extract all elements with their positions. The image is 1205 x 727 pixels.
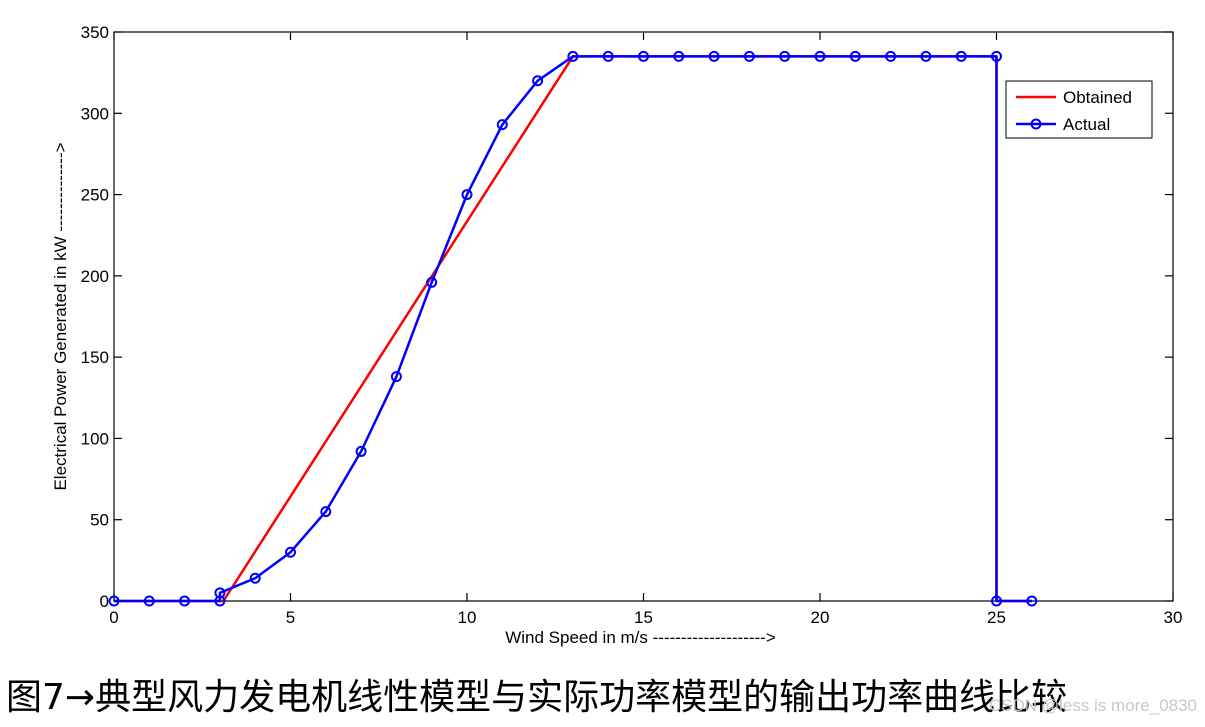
y-tick-label: 250 [81,186,109,205]
data-point-actual [955,50,967,62]
data-point-actual [108,595,120,607]
data-point-actual [567,50,579,62]
y-tick-label: 100 [81,429,109,448]
x-axis-label: Wind Speed in m/s --------------------> [505,628,776,647]
data-point-actual [390,371,402,383]
x-tick-label: 5 [286,608,295,627]
y-tick-label: 150 [81,348,109,367]
data-point-actual [602,50,614,62]
data-point-actual [179,595,191,607]
data-point-actual [426,276,438,288]
legend-box [1005,80,1153,139]
data-point-actual [496,119,508,131]
legend-label: Actual [1063,115,1110,134]
data-point-actual [638,50,649,62]
x-tick-label: 10 [458,608,477,627]
data-point-actual [143,595,155,607]
y-axis-label: Electrical Power Generated in kW -------… [51,142,70,490]
data-point-actual [991,595,1002,607]
series-layer [108,50,1038,607]
data-point-actual [320,506,332,518]
series-line-actual [114,55,1032,603]
data-point-actual [673,50,685,62]
data-point-actual [355,445,367,457]
data-point-actual [779,50,791,62]
figure-caption: 图7→典型风力发电机线性模型与实际功率模型的输出功率曲线比较 [6,677,1068,718]
y-tick-label: 200 [81,267,109,286]
data-point-actual [214,587,226,599]
legend-label: Obtained [1063,88,1132,107]
data-point-actual [532,75,544,87]
data-point-actual [249,572,261,584]
data-point-actual [991,50,1002,62]
data-point-actual [285,546,296,558]
data-point-actual [708,50,720,62]
x-tick-label: 0 [109,608,118,627]
data-point-actual [814,50,826,62]
x-tick-label: 30 [1164,608,1183,627]
x-tick-label: 15 [634,608,653,627]
data-point-actual [849,50,861,62]
legend-marker-actual [1030,118,1042,130]
y-tick-label: 0 [100,592,109,611]
y-tick-label: 350 [81,23,109,42]
data-point-actual [1026,595,1038,607]
y-tick-label: 300 [81,104,109,123]
watermark: CSDN @less is more_0830 [988,696,1197,715]
data-point-actual [461,189,473,201]
data-point-actual [885,50,897,62]
x-tick-label: 20 [811,608,830,627]
data-point-actual [920,50,932,62]
x-tick-label: 25 [987,608,1006,627]
data-point-actual [743,50,755,62]
y-tick-label: 50 [90,511,109,530]
legend: Obtained Actual [1005,80,1153,139]
